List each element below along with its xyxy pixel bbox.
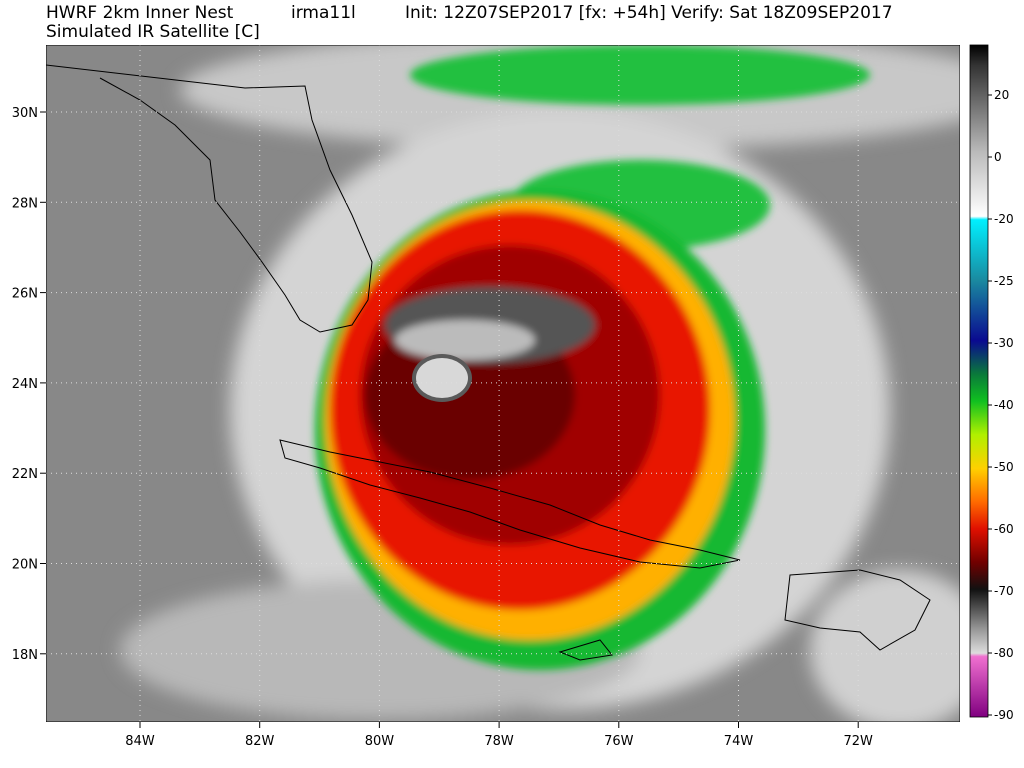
- coastlines: [46, 64, 931, 661]
- colorbar-label: -30: [994, 336, 1014, 350]
- lat-label: 20N: [12, 558, 38, 573]
- colorbar-label: -90: [994, 708, 1014, 722]
- storm: [315, 45, 870, 670]
- lat-label: 22N: [12, 467, 38, 482]
- colorbar-label: -70: [994, 584, 1014, 598]
- storm-id: irma11l: [291, 3, 356, 23]
- lon-label: 76W: [604, 734, 634, 749]
- colorbar-label: 20: [994, 88, 1009, 102]
- colorbar: [969, 44, 989, 718]
- lon-label: 74W: [724, 734, 754, 749]
- run-info: Init: 12Z07SEP2017 [fx: +54h] Verify: Sa…: [405, 3, 893, 23]
- colorbar-label: 0: [994, 150, 1002, 164]
- lat-label: 30N: [12, 106, 38, 121]
- eye: [416, 358, 468, 398]
- colorbar-label: -50: [994, 460, 1014, 474]
- lon-label: 80W: [365, 734, 395, 749]
- colorbar-label: -80: [994, 646, 1014, 660]
- product-title: Simulated IR Satellite [C]: [46, 22, 260, 42]
- lon-label: 78W: [484, 734, 514, 749]
- lat-label: 18N: [12, 648, 38, 663]
- map: [46, 45, 960, 722]
- colorbar-label: -20: [994, 212, 1014, 226]
- lat-label: 26N: [12, 287, 38, 302]
- model-title: HWRF 2km Inner Nest: [46, 3, 234, 23]
- lon-label: 72W: [843, 734, 873, 749]
- colorbar-label: -40: [994, 398, 1014, 412]
- lat-label: 28N: [12, 196, 38, 211]
- lon-label: 84W: [125, 734, 155, 749]
- colorbar-label: -25: [994, 274, 1014, 288]
- lat-label: 24N: [12, 377, 38, 392]
- lon-label: 82W: [245, 734, 275, 749]
- colorbar-label: -60: [994, 522, 1014, 536]
